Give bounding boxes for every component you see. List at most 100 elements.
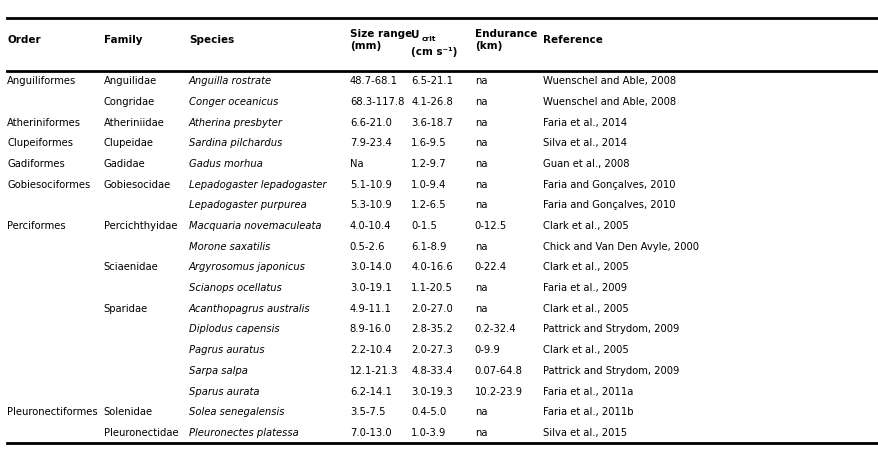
Text: na: na	[474, 283, 486, 293]
Text: Atherina presbyter: Atherina presbyter	[189, 117, 283, 128]
Text: 1.2-9.7: 1.2-9.7	[411, 159, 447, 169]
Text: Pattrick and Strydom, 2009: Pattrick and Strydom, 2009	[543, 324, 679, 335]
Text: na: na	[474, 76, 486, 86]
Text: (cm s⁻¹): (cm s⁻¹)	[411, 47, 457, 57]
Text: 12.1-21.3: 12.1-21.3	[349, 366, 398, 376]
Text: Atheriniformes: Atheriniformes	[7, 117, 81, 128]
Text: Atheriniidae: Atheriniidae	[104, 117, 164, 128]
Text: Solenidae: Solenidae	[104, 407, 153, 417]
Text: 4.9-11.1: 4.9-11.1	[349, 304, 392, 314]
Text: 2.8-35.2: 2.8-35.2	[411, 324, 452, 335]
Text: 0.5-2.6: 0.5-2.6	[349, 242, 385, 252]
Text: 10.2-23.9: 10.2-23.9	[474, 387, 522, 397]
Text: 1.6-9.5: 1.6-9.5	[411, 138, 447, 148]
Text: Wuenschel and Able, 2008: Wuenschel and Able, 2008	[543, 97, 675, 107]
Text: Sparidae: Sparidae	[104, 304, 148, 314]
Text: 4.1-26.8: 4.1-26.8	[411, 97, 452, 107]
Text: Diplodus capensis: Diplodus capensis	[189, 324, 279, 335]
Text: Sardina pilchardus: Sardina pilchardus	[189, 138, 282, 148]
Text: 2.2-10.4: 2.2-10.4	[349, 345, 391, 355]
Text: Pattrick and Strydom, 2009: Pattrick and Strydom, 2009	[543, 366, 679, 376]
Text: Clupeiformes: Clupeiformes	[7, 138, 73, 148]
Text: Scianops ocellatus: Scianops ocellatus	[189, 283, 282, 293]
Text: crit: crit	[421, 36, 435, 43]
Text: Congridae: Congridae	[104, 97, 155, 107]
Text: na: na	[474, 242, 486, 252]
Text: 6.5-21.1: 6.5-21.1	[411, 76, 453, 86]
Text: 6.1-8.9: 6.1-8.9	[411, 242, 446, 252]
Text: 4.0-10.4: 4.0-10.4	[349, 221, 391, 231]
Text: 0.2-32.4: 0.2-32.4	[474, 324, 515, 335]
Text: Pleuronectes platessa: Pleuronectes platessa	[189, 428, 299, 438]
Text: 1.1-20.5: 1.1-20.5	[411, 283, 453, 293]
Text: Order: Order	[7, 35, 40, 45]
Text: 3.0-19.3: 3.0-19.3	[411, 387, 452, 397]
Text: U: U	[411, 30, 420, 40]
Text: Gobiesociformes: Gobiesociformes	[7, 180, 90, 190]
Text: Sarpa salpa: Sarpa salpa	[189, 366, 248, 376]
Text: 48.7-68.1: 48.7-68.1	[349, 76, 398, 86]
Text: Wuenschel and Able, 2008: Wuenschel and Able, 2008	[543, 76, 675, 86]
Text: na: na	[474, 304, 486, 314]
Text: 7.0-13.0: 7.0-13.0	[349, 428, 391, 438]
Text: Gadidae: Gadidae	[104, 159, 145, 169]
Text: Anguilidae: Anguilidae	[104, 76, 157, 86]
Text: 4.0-16.6: 4.0-16.6	[411, 262, 452, 272]
Text: 7.9-23.4: 7.9-23.4	[349, 138, 391, 148]
Text: Faria and Gonçalves, 2010: Faria and Gonçalves, 2010	[543, 180, 675, 190]
Text: na: na	[474, 138, 486, 148]
Text: 3.6-18.7: 3.6-18.7	[411, 117, 452, 128]
Text: 1.0-3.9: 1.0-3.9	[411, 428, 446, 438]
Text: Species: Species	[189, 35, 234, 45]
Text: 0-1.5: 0-1.5	[411, 221, 436, 231]
Text: Clark et al., 2005: Clark et al., 2005	[543, 345, 629, 355]
Text: Faria et al., 2009: Faria et al., 2009	[543, 283, 627, 293]
Text: 0.4-5.0: 0.4-5.0	[411, 407, 446, 417]
Text: na: na	[474, 97, 486, 107]
Text: na: na	[474, 117, 486, 128]
Text: Pleuronectidae: Pleuronectidae	[104, 428, 178, 438]
Text: 5.1-10.9: 5.1-10.9	[349, 180, 392, 190]
Text: Conger oceanicus: Conger oceanicus	[189, 97, 278, 107]
Text: Lepadogaster purpurea: Lepadogaster purpurea	[189, 200, 306, 210]
Text: 5.3-10.9: 5.3-10.9	[349, 200, 391, 210]
Text: Clark et al., 2005: Clark et al., 2005	[543, 221, 629, 231]
Text: Chick and Van Den Avyle, 2000: Chick and Van Den Avyle, 2000	[543, 242, 698, 252]
Text: Gadus morhua: Gadus morhua	[189, 159, 263, 169]
Text: Macquaria novemaculeata: Macquaria novemaculeata	[189, 221, 321, 231]
Text: 0-12.5: 0-12.5	[474, 221, 507, 231]
Text: na: na	[474, 159, 486, 169]
Text: 68.3-117.8: 68.3-117.8	[349, 97, 404, 107]
Text: Faria et al., 2011a: Faria et al., 2011a	[543, 387, 633, 397]
Text: Size range
(mm): Size range (mm)	[349, 29, 412, 52]
Text: 4.8-33.4: 4.8-33.4	[411, 366, 452, 376]
Text: Lepadogaster lepadogaster: Lepadogaster lepadogaster	[189, 180, 326, 190]
Text: Argyrosomus japonicus: Argyrosomus japonicus	[189, 262, 306, 272]
Text: Morone saxatilis: Morone saxatilis	[189, 242, 270, 252]
Text: 2.0-27.0: 2.0-27.0	[411, 304, 452, 314]
Text: 2.0-27.3: 2.0-27.3	[411, 345, 452, 355]
Text: 3.5-7.5: 3.5-7.5	[349, 407, 385, 417]
Text: 1.2-6.5: 1.2-6.5	[411, 200, 447, 210]
Text: 0-22.4: 0-22.4	[474, 262, 507, 272]
Text: Reference: Reference	[543, 35, 602, 45]
Text: 0.07-64.8: 0.07-64.8	[474, 366, 522, 376]
Text: Sciaenidae: Sciaenidae	[104, 262, 158, 272]
Text: Na: Na	[349, 159, 363, 169]
Text: 3.0-19.1: 3.0-19.1	[349, 283, 391, 293]
Text: 8.9-16.0: 8.9-16.0	[349, 324, 391, 335]
Text: Solea senegalensis: Solea senegalensis	[189, 407, 284, 417]
Text: 3.0-14.0: 3.0-14.0	[349, 262, 391, 272]
Text: Clupeidae: Clupeidae	[104, 138, 154, 148]
Text: Faria et al., 2014: Faria et al., 2014	[543, 117, 627, 128]
Text: 0-9.9: 0-9.9	[474, 345, 500, 355]
Text: 6.6-21.0: 6.6-21.0	[349, 117, 392, 128]
Text: Guan et al., 2008: Guan et al., 2008	[543, 159, 629, 169]
Text: na: na	[474, 428, 486, 438]
Text: Endurance
(km): Endurance (km)	[474, 29, 536, 52]
Text: Faria et al., 2011b: Faria et al., 2011b	[543, 407, 633, 417]
Text: Gadiformes: Gadiformes	[7, 159, 65, 169]
Text: Pleuronectiformes: Pleuronectiformes	[7, 407, 97, 417]
Text: 1.0-9.4: 1.0-9.4	[411, 180, 446, 190]
Text: Clark et al., 2005: Clark et al., 2005	[543, 304, 629, 314]
